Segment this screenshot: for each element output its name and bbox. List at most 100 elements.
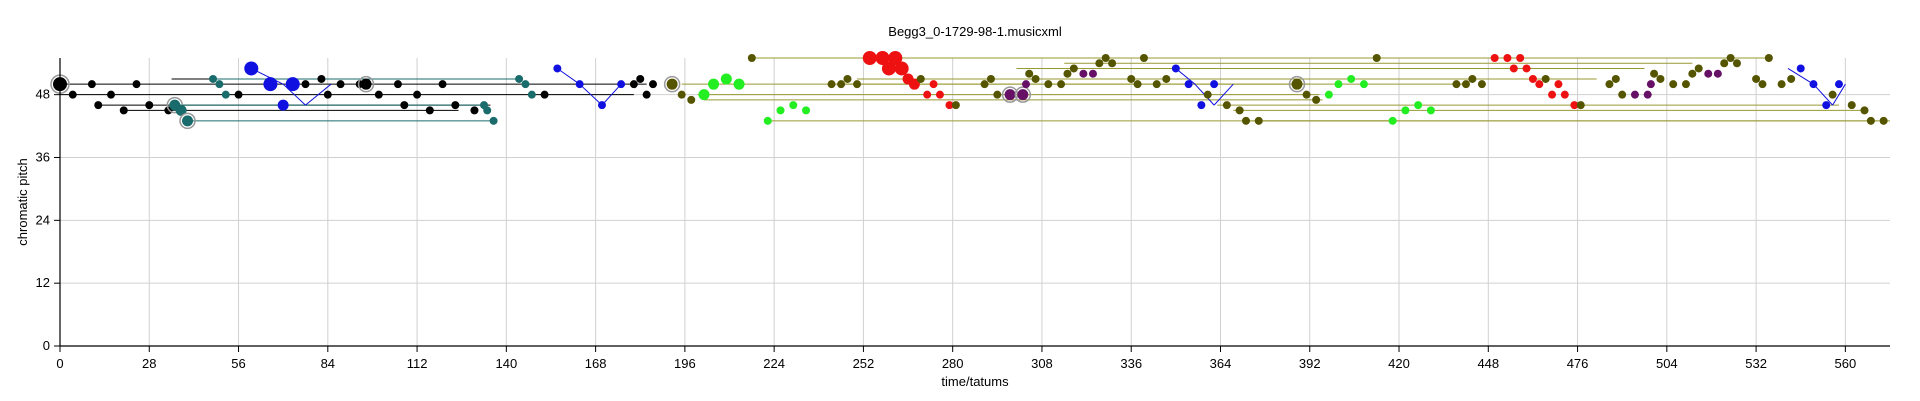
note-link: [1213, 83, 1234, 106]
note-point: [438, 80, 447, 89]
note-point: [1197, 101, 1206, 110]
note-point: [1720, 59, 1729, 68]
note-point: [827, 80, 836, 89]
x-tick-label: 308: [1031, 356, 1053, 371]
note-point: [1101, 54, 1110, 62]
note-point: [1605, 80, 1614, 89]
note-point: [1203, 90, 1212, 99]
note-point: [360, 78, 372, 90]
note-point: [1477, 80, 1486, 89]
note-point: [802, 106, 811, 115]
note-point: [1022, 80, 1031, 89]
x-tick-label: 28: [142, 356, 156, 371]
note-point: [1560, 90, 1569, 99]
note-point: [1088, 69, 1097, 78]
note-point: [1414, 101, 1423, 110]
note-point: [393, 80, 402, 89]
note-point: [1860, 106, 1869, 115]
note-point: [763, 116, 772, 125]
note-point: [470, 106, 479, 115]
note-point: [862, 51, 877, 65]
note-point: [687, 95, 696, 104]
note-point: [733, 78, 745, 90]
note-point: [244, 61, 259, 76]
note-point: [1044, 80, 1053, 89]
note-point: [277, 99, 289, 111]
note-point: [285, 77, 300, 92]
note-point: [1468, 74, 1477, 83]
note-link: [557, 68, 580, 85]
note-point: [1241, 116, 1250, 125]
note-point: [1509, 64, 1518, 73]
note-point: [1656, 74, 1665, 83]
note-point: [980, 80, 989, 89]
x-tick-label: 168: [585, 356, 607, 371]
note-point: [929, 80, 938, 89]
y-tick-label: 0: [43, 338, 50, 353]
note-point: [1057, 80, 1066, 89]
note-point: [425, 106, 434, 115]
note-point: [1847, 101, 1856, 110]
note-point: [1162, 74, 1171, 83]
note-point: [301, 80, 310, 89]
note-point: [1291, 78, 1303, 90]
note-point: [945, 101, 954, 110]
note-point: [1426, 106, 1435, 115]
note-point: [747, 54, 756, 62]
note-point: [221, 90, 230, 99]
note-point: [483, 106, 492, 115]
note-point: [1576, 101, 1585, 110]
x-tick-label: 196: [674, 356, 696, 371]
note-point: [1618, 90, 1627, 99]
note-point: [1452, 80, 1461, 89]
note-point: [1694, 64, 1703, 73]
note-point: [1069, 64, 1078, 73]
tick-labels: 0 28 56 84 112 140 168 196 224 252 280 308 336 364 392…: [36, 87, 1857, 371]
note-point: [87, 80, 96, 89]
note-point: [951, 101, 960, 110]
note-point: [1834, 80, 1843, 89]
x-axis-label: time/tatums: [941, 374, 1009, 389]
note-point: [1222, 101, 1231, 110]
note-point: [853, 80, 862, 89]
note-point: [1650, 69, 1659, 78]
note-point: [636, 74, 645, 83]
note-point: [1133, 80, 1142, 89]
note-point: [1796, 64, 1805, 73]
note-link: [305, 83, 332, 106]
note-point: [888, 51, 903, 65]
note-point: [698, 89, 710, 101]
x-tick-label: 420: [1388, 356, 1410, 371]
note-point: [234, 90, 243, 99]
note-point: [1127, 74, 1136, 83]
note-point: [413, 90, 422, 99]
note-point: [1822, 101, 1831, 110]
note-point: [1171, 64, 1180, 73]
note-point: [776, 106, 785, 115]
x-tick-label: 336: [1120, 356, 1142, 371]
y-tick-label: 24: [36, 212, 50, 227]
note-point: [1554, 80, 1563, 89]
note-link: [579, 83, 603, 106]
note-point: [1528, 74, 1537, 83]
note-point: [119, 106, 128, 115]
note-point: [648, 80, 657, 89]
note-link: [1813, 83, 1833, 106]
x-tick-label: 280: [942, 356, 964, 371]
note-point: [1548, 90, 1557, 99]
note-link: [1787, 68, 1814, 85]
note-point: [1031, 74, 1040, 83]
note-point: [182, 115, 194, 127]
note-point-ring: [357, 75, 375, 93]
note-point: [317, 74, 326, 83]
note-point: [1139, 54, 1148, 62]
note-point: [209, 74, 218, 83]
x-tick-label: 364: [1210, 356, 1232, 371]
note-point: [374, 90, 383, 99]
note-point: [908, 78, 920, 90]
note-point: [837, 80, 846, 89]
note-point: [1025, 69, 1034, 78]
note-point: [986, 74, 995, 83]
note-point: [1611, 74, 1620, 83]
